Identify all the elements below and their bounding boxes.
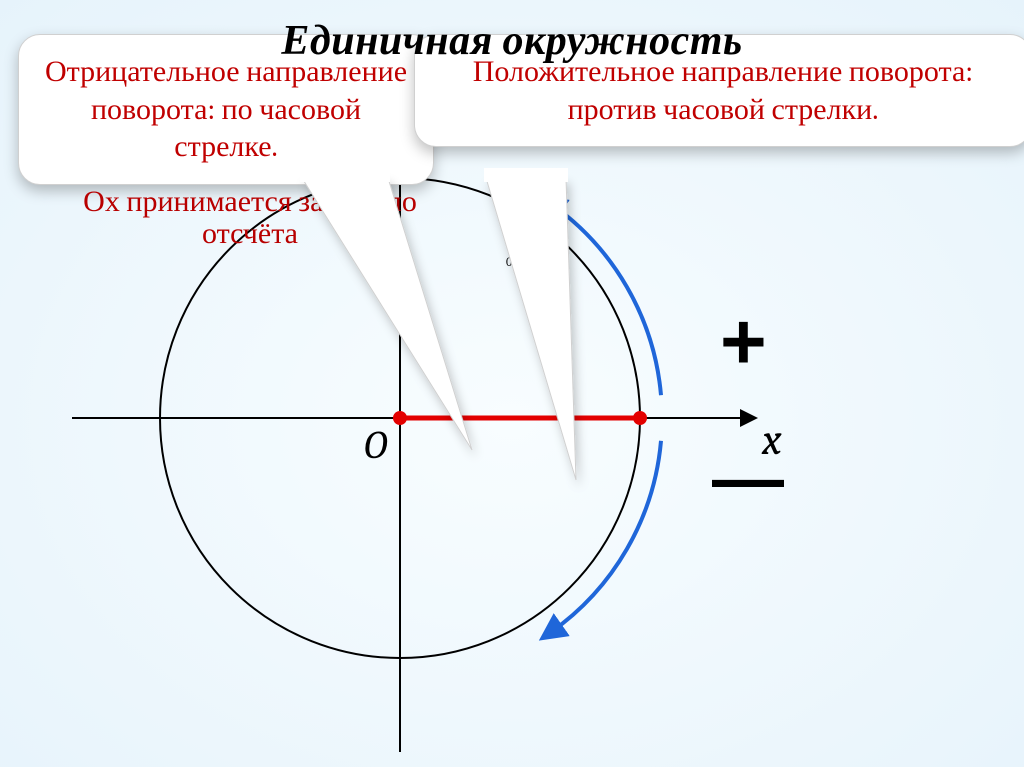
callout-positive-tail (486, 178, 576, 480)
callout-tails (0, 0, 1024, 767)
slide-title-text: Единичная окружность (281, 16, 742, 65)
callout-negative-tail (302, 178, 472, 450)
slide-title: Единичная окружность (0, 16, 1024, 65)
